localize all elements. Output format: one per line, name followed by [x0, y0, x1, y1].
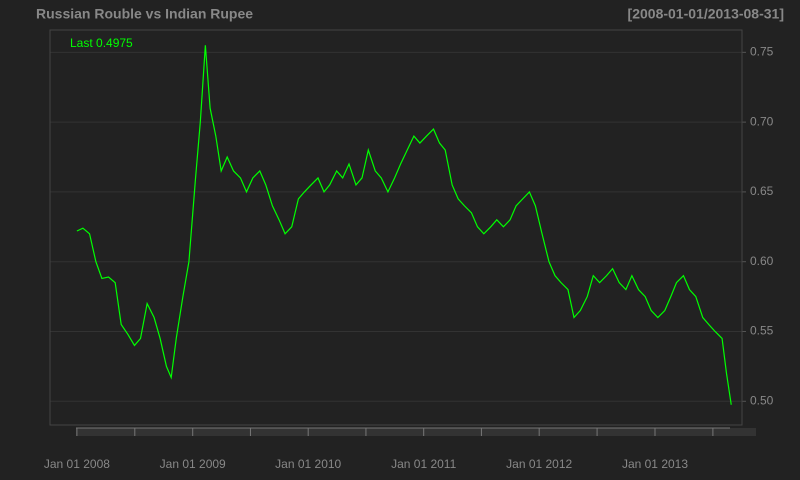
chart-title: Russian Rouble vs Indian Rupee: [36, 6, 253, 22]
plot-border: [49, 29, 743, 426]
y-tick-label: 0.60: [750, 254, 774, 268]
y-tick-label: 0.55: [750, 324, 774, 338]
last-value: Last 0.4975: [70, 36, 133, 50]
date-range: [2008-01-01/2013-08-31]: [628, 6, 784, 22]
x-tick-label: Jan 01 2013: [622, 457, 688, 471]
y-tick-label: 0.65: [750, 184, 774, 198]
x-tick-label: Jan 01 2009: [160, 457, 226, 471]
x-tick-label: Jan 01 2011: [391, 457, 456, 471]
x-tick-label: Jan 01 2012: [506, 457, 572, 471]
x-axis-band: [76, 428, 756, 436]
y-tick-label: 0.75: [750, 45, 774, 59]
y-tick-label: 0.70: [750, 114, 774, 128]
y-tick-label: 0.50: [750, 393, 774, 407]
x-tick-label: Jan 01 2010: [275, 457, 341, 471]
price-line: [76, 45, 732, 405]
x-tick-label: Jan 01 2008: [44, 457, 110, 471]
